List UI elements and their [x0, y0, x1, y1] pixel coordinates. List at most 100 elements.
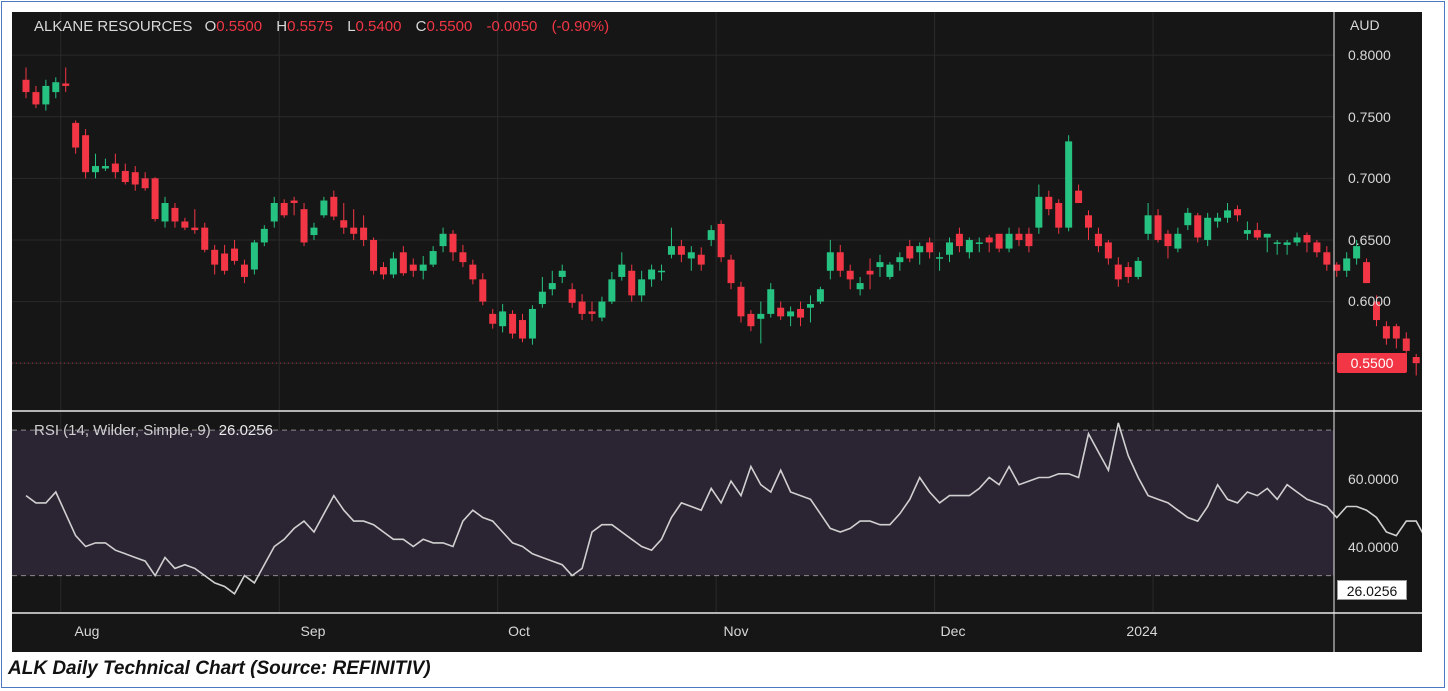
candle [628, 264, 636, 302]
candle [826, 239, 834, 280]
candle [965, 237, 973, 259]
candle [717, 220, 725, 263]
candle [22, 67, 30, 99]
x-tick-sep: Sep [300, 623, 326, 639]
price-legend: ALKANE RESOURCES O0.5500 H0.5575 L0.5400… [34, 18, 619, 35]
candle-body [1055, 202, 1063, 228]
candle-body [767, 289, 775, 314]
candle-body [906, 246, 914, 259]
candle [489, 308, 497, 329]
candle-body [419, 264, 427, 271]
candle [290, 196, 298, 216]
candle [896, 252, 904, 271]
candle [687, 246, 695, 271]
rsi-legend: RSI (14, Wilder, Simple, 9) 26.0256 [34, 422, 273, 439]
candle-body [945, 242, 953, 255]
candle [906, 239, 914, 263]
candle-body [181, 221, 189, 228]
candle [1353, 239, 1361, 265]
candle-body [717, 223, 725, 258]
candle [985, 235, 993, 253]
rsi-band [12, 430, 1334, 576]
candle [916, 242, 924, 265]
candle [1233, 205, 1241, 222]
candle [360, 215, 368, 247]
candle [926, 237, 934, 259]
candle-body [558, 270, 566, 277]
candle-body [1214, 217, 1222, 222]
candle [945, 237, 953, 263]
candle-body [866, 270, 874, 275]
candle-body [310, 227, 318, 236]
candle-body [240, 264, 248, 277]
candle-body [131, 172, 139, 185]
candle [737, 281, 745, 323]
candle [469, 259, 477, 285]
instrument-name: ALKANE RESOURCES [34, 18, 193, 35]
candle-body [62, 83, 70, 86]
candle [131, 166, 139, 191]
candle-body [1343, 258, 1351, 271]
last-price-badge: 0.5500 [1337, 353, 1407, 374]
candle [975, 237, 983, 253]
candle-body [598, 301, 606, 318]
candle [1035, 184, 1043, 234]
candle [1363, 258, 1371, 284]
candle-body [42, 85, 50, 105]
candle-body [916, 246, 924, 253]
candle [111, 153, 119, 179]
candle [379, 262, 387, 280]
candle [876, 254, 884, 277]
candle [240, 259, 248, 284]
candle-body [161, 202, 169, 222]
x-tick-dec: Dec [940, 623, 966, 639]
rsi-tick: 40.0000 [1348, 539, 1399, 555]
candle [1075, 184, 1083, 203]
candle [806, 295, 814, 323]
candle [42, 79, 50, 111]
candle [92, 153, 100, 179]
chart-area[interactable]: ALKANE RESOURCES O0.5500 H0.5575 L0.5400… [12, 12, 1422, 652]
x-tick-nov: Nov [723, 623, 749, 639]
candle-body [1204, 217, 1212, 240]
candle [72, 120, 80, 154]
candle-body [777, 307, 785, 317]
candle [677, 239, 685, 263]
candle [1134, 257, 1142, 280]
x-tick-aug: Aug [74, 623, 100, 639]
candle-body [22, 79, 30, 93]
candle [1372, 295, 1380, 327]
candle-body [340, 220, 348, 228]
candle [1303, 232, 1311, 253]
candle [280, 199, 288, 218]
chart-canvas[interactable] [12, 12, 1422, 652]
candle-body [459, 252, 467, 263]
candle [509, 310, 517, 339]
change-value: -0.0050 [486, 18, 538, 35]
candle-body [846, 270, 854, 280]
candle [121, 163, 129, 185]
candle [1313, 239, 1321, 258]
candle-body [965, 239, 973, 253]
candle [588, 301, 596, 322]
candle-body [429, 251, 437, 265]
candle [82, 129, 90, 179]
candle-body [955, 233, 963, 247]
change-pct-value: (-0.90%) [551, 18, 610, 35]
candle-body [1015, 233, 1023, 240]
candle-body [52, 82, 60, 93]
candle [598, 296, 606, 322]
candle [62, 67, 70, 93]
candle-body [747, 313, 755, 327]
candle [568, 283, 576, 308]
candle-body [1005, 233, 1013, 249]
candle-layer [12, 67, 1420, 376]
candle-body [211, 249, 219, 265]
candle [52, 77, 60, 99]
candle-body [836, 252, 844, 271]
candle-body [330, 196, 338, 217]
candle [1174, 227, 1182, 253]
candle-body [578, 301, 586, 314]
candle [658, 264, 666, 281]
candle-body [618, 264, 626, 277]
